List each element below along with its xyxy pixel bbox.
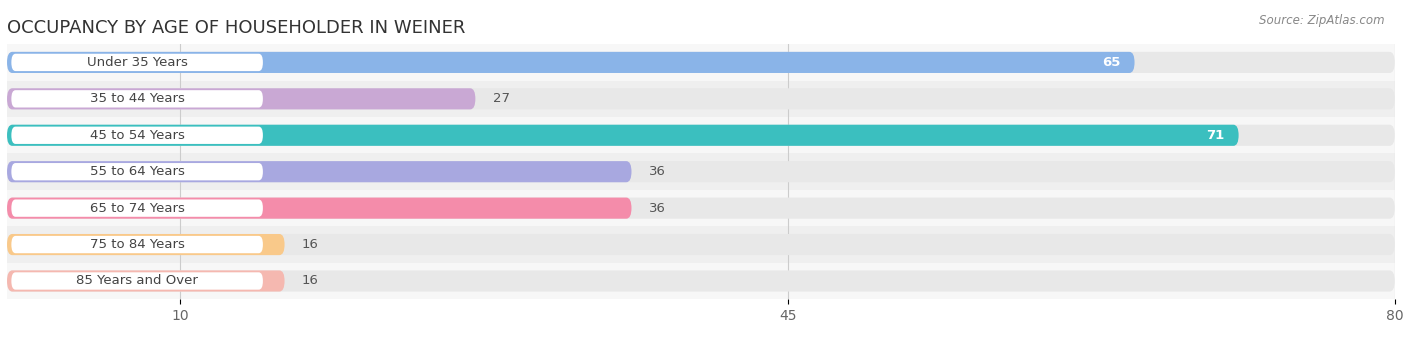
Text: OCCUPANCY BY AGE OF HOUSEHOLDER IN WEINER: OCCUPANCY BY AGE OF HOUSEHOLDER IN WEINE… bbox=[7, 19, 465, 37]
Text: 16: 16 bbox=[302, 274, 319, 288]
FancyBboxPatch shape bbox=[11, 272, 263, 290]
FancyBboxPatch shape bbox=[7, 88, 475, 109]
Text: Under 35 Years: Under 35 Years bbox=[87, 56, 187, 69]
Bar bbox=[7, 190, 1395, 226]
Bar bbox=[7, 263, 1395, 299]
Text: 27: 27 bbox=[492, 92, 510, 105]
Text: 65 to 74 Years: 65 to 74 Years bbox=[90, 202, 184, 215]
FancyBboxPatch shape bbox=[7, 161, 1395, 182]
FancyBboxPatch shape bbox=[11, 236, 263, 253]
FancyBboxPatch shape bbox=[7, 234, 1395, 255]
FancyBboxPatch shape bbox=[7, 161, 631, 182]
Text: 36: 36 bbox=[648, 202, 665, 215]
FancyBboxPatch shape bbox=[7, 234, 284, 255]
FancyBboxPatch shape bbox=[7, 52, 1135, 73]
FancyBboxPatch shape bbox=[7, 52, 1395, 73]
Bar bbox=[7, 44, 1395, 81]
FancyBboxPatch shape bbox=[11, 163, 263, 180]
FancyBboxPatch shape bbox=[11, 54, 263, 71]
FancyBboxPatch shape bbox=[7, 270, 1395, 292]
FancyBboxPatch shape bbox=[7, 125, 1395, 146]
FancyBboxPatch shape bbox=[11, 90, 263, 107]
Text: 35 to 44 Years: 35 to 44 Years bbox=[90, 92, 184, 105]
FancyBboxPatch shape bbox=[7, 88, 1395, 109]
Bar bbox=[7, 117, 1395, 153]
Bar bbox=[7, 81, 1395, 117]
Text: 71: 71 bbox=[1206, 129, 1225, 142]
FancyBboxPatch shape bbox=[7, 270, 284, 292]
FancyBboxPatch shape bbox=[11, 126, 263, 144]
FancyBboxPatch shape bbox=[7, 125, 1239, 146]
Text: 45 to 54 Years: 45 to 54 Years bbox=[90, 129, 184, 142]
Bar bbox=[7, 226, 1395, 263]
Text: 55 to 64 Years: 55 to 64 Years bbox=[90, 165, 184, 178]
Text: 85 Years and Over: 85 Years and Over bbox=[76, 274, 198, 288]
FancyBboxPatch shape bbox=[11, 200, 263, 217]
Text: Source: ZipAtlas.com: Source: ZipAtlas.com bbox=[1260, 14, 1385, 27]
FancyBboxPatch shape bbox=[7, 198, 1395, 219]
Text: 36: 36 bbox=[648, 165, 665, 178]
Text: 65: 65 bbox=[1102, 56, 1121, 69]
Text: 16: 16 bbox=[302, 238, 319, 251]
FancyBboxPatch shape bbox=[7, 198, 631, 219]
Bar bbox=[7, 153, 1395, 190]
Text: 75 to 84 Years: 75 to 84 Years bbox=[90, 238, 184, 251]
